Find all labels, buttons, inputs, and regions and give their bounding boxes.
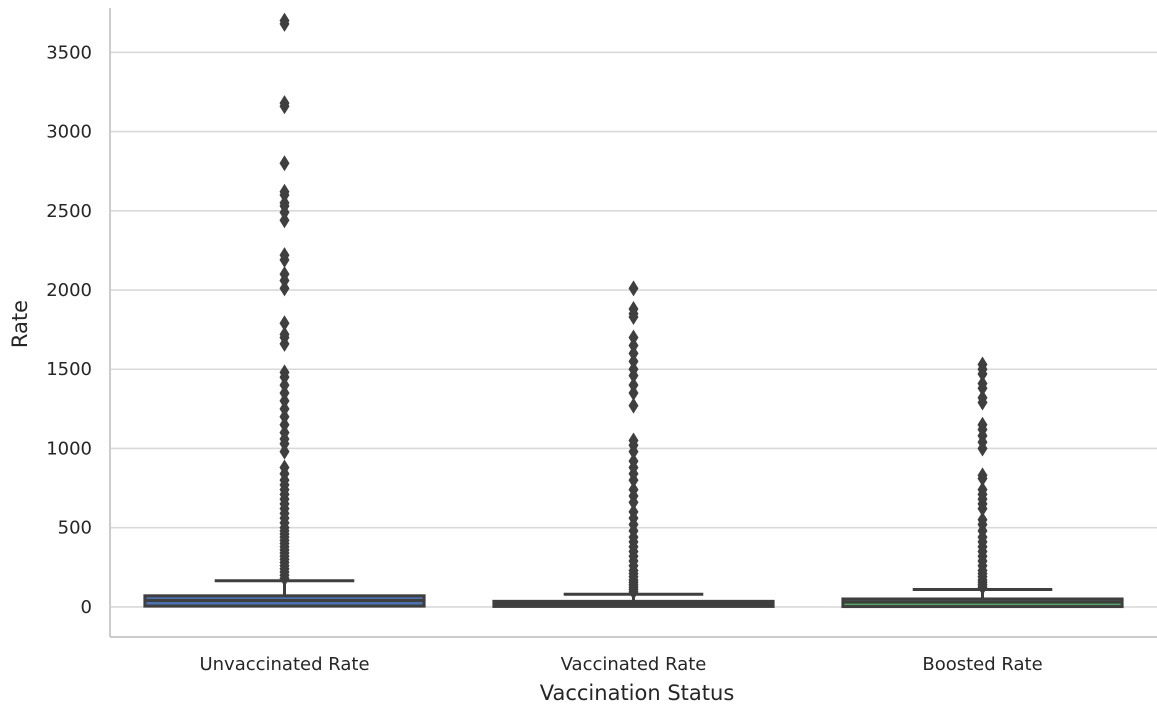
outlier-point <box>279 155 290 172</box>
outlier-point <box>279 266 290 283</box>
y-tick-labels: 0 500 1000 1500 2000 2500 3000 3500 <box>46 42 92 618</box>
outlier-point <box>279 459 290 476</box>
y-tick-label: 1000 <box>46 438 92 459</box>
x-axis-title: Vaccination Status <box>540 681 735 705</box>
y-tick-label: 1500 <box>46 359 92 380</box>
x-tick-label: Unvaccinated Rate <box>199 654 369 675</box>
outlier-point <box>279 183 290 200</box>
outlier-point <box>279 95 290 112</box>
outlier-point <box>977 511 988 528</box>
y-tick-label: 2000 <box>46 280 92 301</box>
outlier-point <box>977 481 988 498</box>
outlier-point <box>628 503 639 520</box>
outlier-point <box>628 397 639 414</box>
y-tick-label: 500 <box>58 518 92 539</box>
outlier-point <box>628 301 639 318</box>
axes-spines <box>109 8 1157 638</box>
outlier-point <box>279 12 290 29</box>
outlier-point <box>279 315 290 332</box>
y-tick-label: 2500 <box>46 201 92 222</box>
outlier-point <box>628 329 639 346</box>
box-groups <box>143 12 1124 609</box>
outlier-point <box>977 467 988 484</box>
outlier-point <box>628 432 639 449</box>
outlier-point <box>628 453 639 470</box>
outlier-point <box>279 364 290 381</box>
outlier-point <box>279 326 290 343</box>
y-tick-label: 3500 <box>46 42 92 63</box>
outlier-point <box>977 375 988 392</box>
y-tick-label: 3000 <box>46 122 92 143</box>
outlier-point <box>628 481 639 498</box>
x-tick-labels: Unvaccinated Rate Vaccinated Rate Boosted … <box>199 654 1042 675</box>
box-group <box>841 356 1124 609</box>
outlier-point <box>279 247 290 264</box>
y-tick-label: 0 <box>81 597 92 618</box>
box-group <box>492 280 775 608</box>
outlier-point <box>628 280 639 297</box>
outlier-point <box>628 377 639 394</box>
box-group <box>143 12 426 608</box>
y-axis-title: Rate <box>8 300 32 348</box>
x-tick-label: Vaccinated Rate <box>561 654 707 675</box>
outlier-point <box>977 389 988 406</box>
outlier-point <box>977 416 988 433</box>
x-tick-label: Boosted Rate <box>922 654 1042 675</box>
outlier-point <box>977 356 988 373</box>
